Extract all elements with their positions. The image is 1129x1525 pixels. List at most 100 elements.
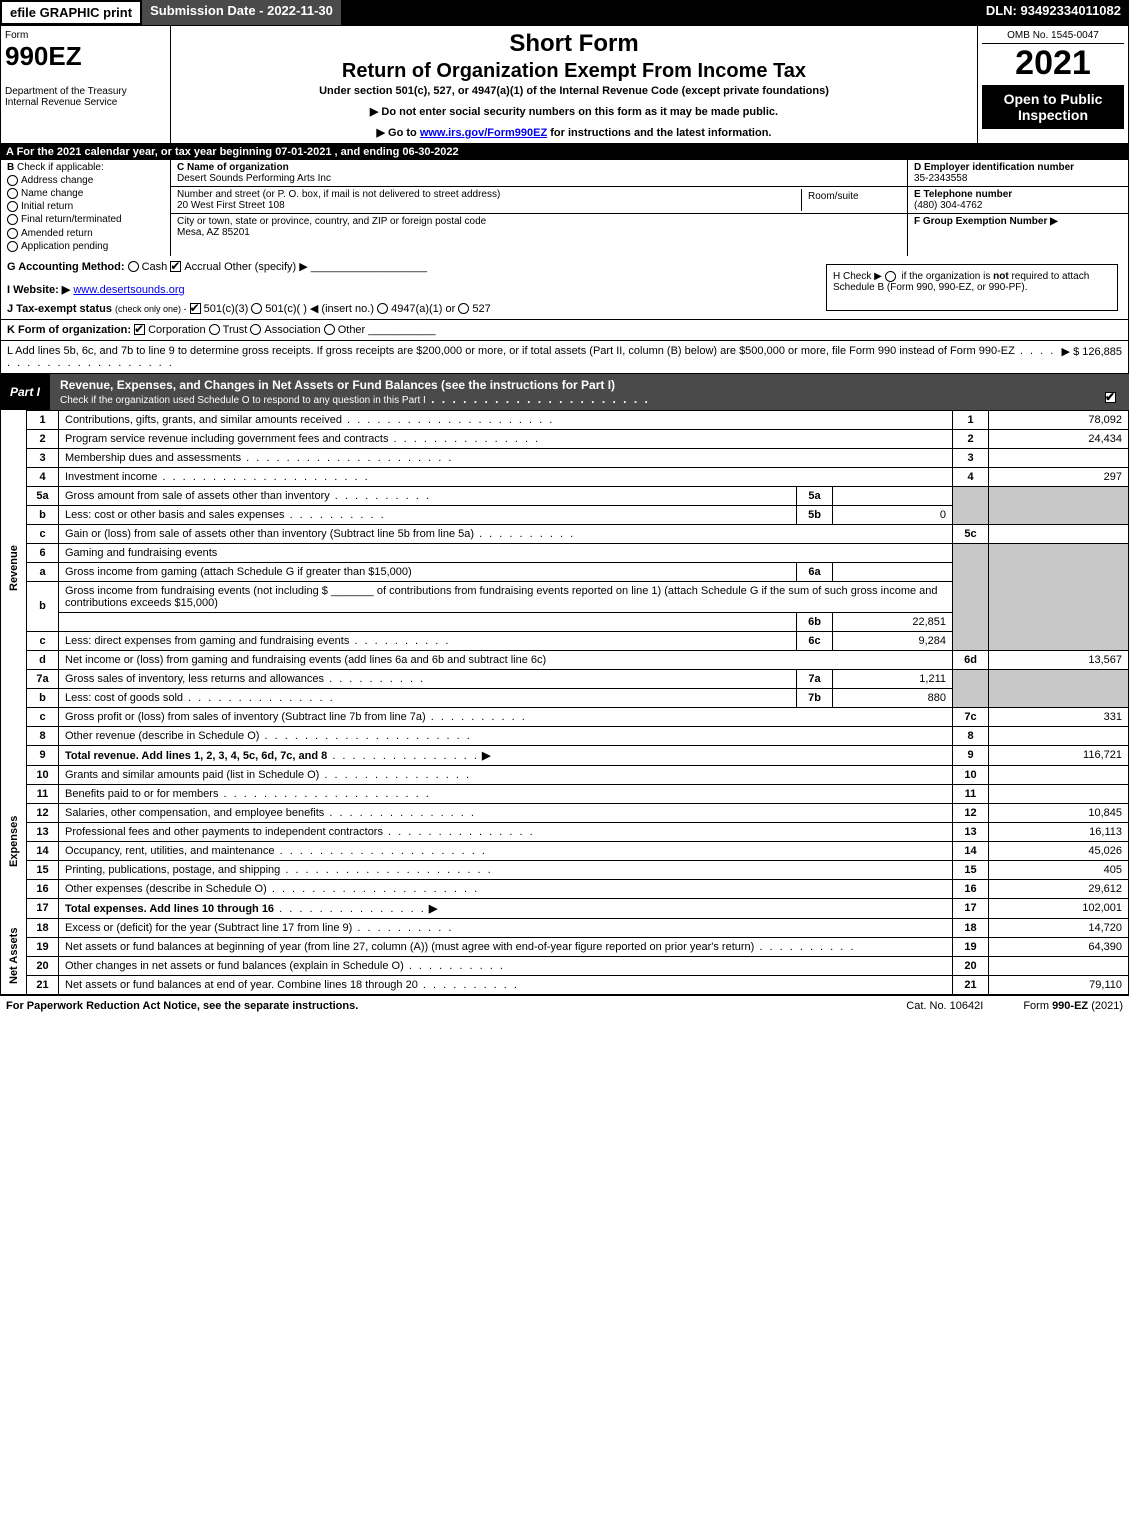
- footer-catno: Cat. No. 10642I: [906, 1000, 983, 1012]
- k-o4: Other: [338, 324, 366, 336]
- line-3: 3 Membership dues and assessments 3: [1, 448, 1129, 467]
- line-7c: c Gross profit or (loss) from sales of i…: [1, 707, 1129, 726]
- line-12: 12 Salaries, other compensation, and emp…: [1, 803, 1129, 822]
- line-6d: d Net income or (loss) from gaming and f…: [1, 650, 1129, 669]
- instr2-post: for instructions and the latest informat…: [547, 127, 771, 139]
- j-o1: 501(c)(3): [204, 303, 249, 315]
- k-corp-check[interactable]: [134, 324, 145, 335]
- j-501c3-check[interactable]: [190, 303, 201, 314]
- line-2: 2 Program service revenue including gove…: [1, 429, 1129, 448]
- header-center: Short Form Return of Organization Exempt…: [171, 26, 978, 143]
- g-accrual-check[interactable]: [170, 261, 181, 272]
- instr2-pre: ▶ Go to: [377, 127, 420, 139]
- j-o3: 4947(a)(1) or: [391, 303, 455, 315]
- box-h: H Check ▶ if the organization is not req…: [826, 264, 1118, 311]
- chk-final-return[interactable]: Final return/terminated: [7, 214, 164, 225]
- footer: For Paperwork Reduction Act Notice, see …: [0, 995, 1129, 1016]
- row-k: K Form of organization: Corporation Trus…: [0, 320, 1129, 341]
- line-1-val: 78,092: [989, 410, 1129, 429]
- k-o2: Trust: [223, 324, 248, 336]
- street-row: Number and street (or P. O. box, if mail…: [171, 187, 907, 214]
- j-501c-radio[interactable]: [251, 303, 262, 314]
- info-grid: B Check if applicable: Address change Na…: [0, 160, 1129, 256]
- side-revenue: Revenue: [1, 410, 27, 726]
- side-netassets: Net Assets: [1, 918, 27, 994]
- org-name-row: C Name of organization Desert Sounds Per…: [171, 160, 907, 187]
- header-left: Form 990EZ Department of the Treasury In…: [1, 26, 171, 143]
- line-20: 20 Other changes in net assets or fund b…: [1, 956, 1129, 975]
- b-label: B: [7, 162, 14, 173]
- group-label: F Group Exemption Number ▶: [914, 216, 1058, 227]
- ein-label: D Employer identification number: [914, 162, 1122, 173]
- k-assoc-radio[interactable]: [250, 324, 261, 335]
- line-17: 17 Total expenses. Add lines 10 through …: [1, 898, 1129, 918]
- j-4947-radio[interactable]: [377, 303, 388, 314]
- h-radio[interactable]: [885, 271, 896, 282]
- j-527-radio[interactable]: [458, 303, 469, 314]
- line-11: 11 Benefits paid to or for members 11: [1, 784, 1129, 803]
- efile-print[interactable]: efile GRAPHIC print: [0, 0, 142, 25]
- g-cash-radio[interactable]: [128, 261, 139, 272]
- line-6: 6 Gaming and fundraising events: [1, 543, 1129, 562]
- chk-address-change[interactable]: Address change: [7, 175, 164, 186]
- dln: DLN: 93492334011082: [978, 0, 1129, 25]
- h-text1: H Check ▶: [833, 271, 882, 282]
- irs-link[interactable]: www.irs.gov/Form990EZ: [420, 127, 547, 139]
- form-label: Form: [5, 30, 166, 41]
- org-name-label: C Name of organization: [177, 162, 901, 173]
- tax-year: 2021: [982, 44, 1124, 83]
- city-row: City or town, state or province, country…: [171, 214, 907, 240]
- line-10: Expenses 10 Grants and similar amounts p…: [1, 765, 1129, 784]
- website-link[interactable]: www.desertsounds.org: [73, 284, 184, 296]
- part1-tab: Part I: [0, 381, 50, 403]
- part1-schedule-o-check[interactable]: [1105, 392, 1116, 403]
- footer-left: For Paperwork Reduction Act Notice, see …: [6, 1000, 866, 1012]
- line-5a: 5a Gross amount from sale of assets othe…: [1, 486, 1129, 505]
- g-accrual: Accrual: [184, 261, 221, 273]
- line-9: 9 Total revenue. Add lines 1, 2, 3, 4, 5…: [1, 745, 1129, 765]
- tel: (480) 304-4762: [914, 200, 1122, 211]
- chk-name-change[interactable]: Name change: [7, 188, 164, 199]
- line-1-desc: Contributions, gifts, grants, and simila…: [65, 414, 342, 426]
- part1-check: Check if the organization used Schedule …: [60, 395, 426, 406]
- line-13: 13 Professional fees and other payments …: [1, 822, 1129, 841]
- line-21: 21 Net assets or fund balances at end of…: [1, 975, 1129, 994]
- k-other-radio[interactable]: [324, 324, 335, 335]
- l-amount: ▶ $ 126,885: [1062, 345, 1122, 369]
- line-8: 8 Other revenue (describe in Schedule O)…: [1, 726, 1129, 745]
- j-label: J Tax-exempt status: [7, 303, 112, 315]
- form-header: Form 990EZ Department of the Treasury In…: [0, 25, 1129, 144]
- chk-amended-return[interactable]: Amended return: [7, 228, 164, 239]
- j-o2: 501(c)( ) ◀ (insert no.): [265, 303, 374, 315]
- k-trust-radio[interactable]: [209, 324, 220, 335]
- open-public: Open to Public Inspection: [982, 85, 1124, 129]
- return-subtitle: Under section 501(c), 527, or 4947(a)(1)…: [175, 85, 973, 97]
- h-not: not: [993, 271, 1009, 282]
- section-a: A For the 2021 calendar year, or tax yea…: [0, 144, 1129, 160]
- j-sub: (check only one) -: [115, 304, 187, 314]
- tel-label: E Telephone number: [914, 189, 1122, 200]
- header-right: OMB No. 1545-0047 2021 Open to Public In…: [978, 26, 1128, 143]
- column-b: B Check if applicable: Address change Na…: [1, 160, 171, 256]
- side-expenses: Expenses: [1, 765, 27, 918]
- line-18: Net Assets 18 Excess or (deficit) for th…: [1, 918, 1129, 937]
- ein: 35-2343558: [914, 173, 1122, 184]
- g-cash: Cash: [142, 261, 168, 273]
- room-suite: Room/suite: [801, 189, 901, 211]
- chk-initial-return[interactable]: Initial return: [7, 201, 164, 212]
- line-5c: c Gain or (loss) from sale of assets oth…: [1, 524, 1129, 543]
- j-o4: 527: [472, 303, 490, 315]
- g-accounting: G Accounting Method: Cash Accrual Other …: [7, 260, 822, 315]
- b-check-label: Check if applicable:: [17, 162, 104, 173]
- street: 20 West First Street 108: [177, 200, 801, 211]
- row-l: L Add lines 5b, 6c, and 7b to line 9 to …: [0, 341, 1129, 374]
- line-4: 4 Investment income 4 297: [1, 467, 1129, 486]
- line-14: 14 Occupancy, rent, utilities, and maint…: [1, 841, 1129, 860]
- line-7a: 7a Gross sales of inventory, less return…: [1, 669, 1129, 688]
- department: Department of the Treasury Internal Reve…: [5, 86, 166, 108]
- i-label: I Website: ▶: [7, 284, 70, 296]
- g-label: G Accounting Method:: [7, 261, 125, 273]
- tel-row: E Telephone number (480) 304-4762: [908, 187, 1128, 214]
- chk-application-pending[interactable]: Application pending: [7, 241, 164, 252]
- line-16: 16 Other expenses (describe in Schedule …: [1, 879, 1129, 898]
